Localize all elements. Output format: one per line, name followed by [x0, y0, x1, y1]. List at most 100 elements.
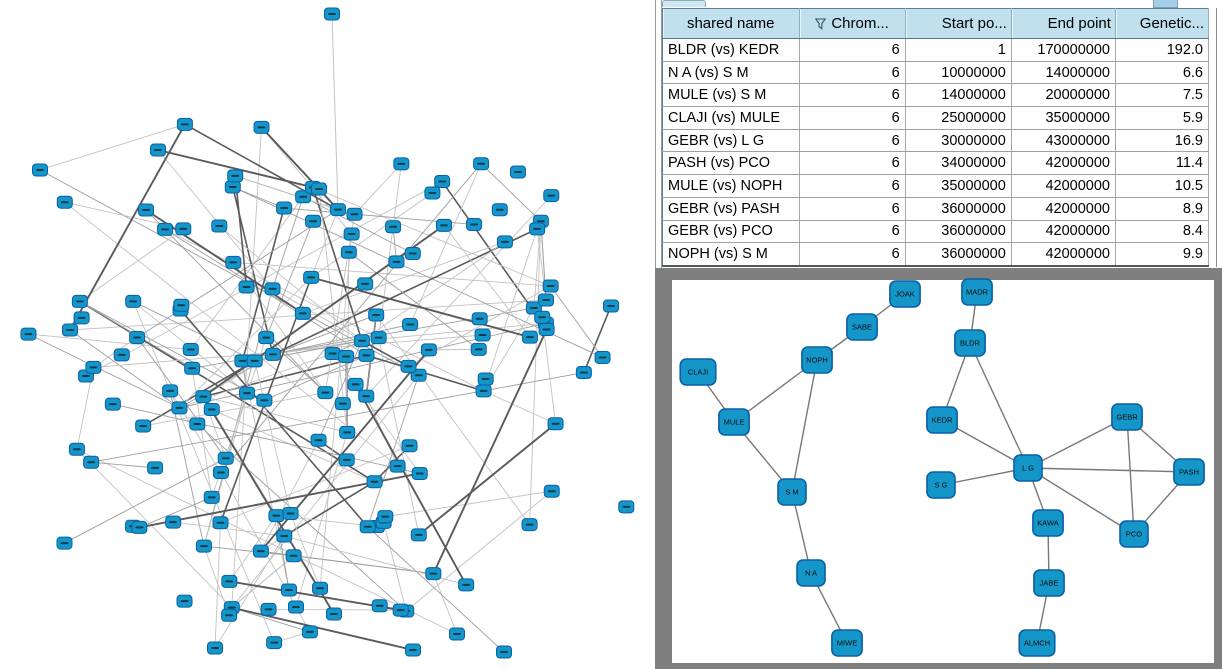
table-row[interactable]: BLDR (vs) KEDR 6 1 170000000 192.0: [662, 38, 1210, 62]
network-node[interactable]: [282, 506, 299, 520]
column-header-start-point[interactable]: Start po...: [905, 8, 1012, 39]
network-node[interactable]: [203, 490, 220, 504]
network-node-pash[interactable]: PASH: [1173, 458, 1205, 486]
network-node[interactable]: [603, 299, 619, 313]
network-node[interactable]: [113, 348, 130, 362]
network-node[interactable]: [542, 279, 559, 293]
network-node[interactable]: [301, 625, 318, 639]
network-node[interactable]: [175, 222, 192, 236]
network-node[interactable]: [371, 599, 388, 613]
network-node[interactable]: [207, 641, 223, 655]
network-node[interactable]: [425, 567, 442, 581]
network-node[interactable]: [256, 393, 273, 407]
network-node-kawa[interactable]: KAWA: [1032, 509, 1064, 537]
network-node[interactable]: [618, 500, 635, 514]
network-node[interactable]: [317, 386, 334, 400]
network-node[interactable]: [400, 359, 417, 373]
network-node[interactable]: [370, 331, 387, 345]
network-node[interactable]: [62, 323, 78, 337]
network-node[interactable]: [162, 384, 179, 398]
network-node[interactable]: [182, 343, 199, 357]
table-row[interactable]: NOPH (vs) S M 6 36000000 42000000 9.9: [662, 242, 1210, 267]
network-node[interactable]: [264, 347, 281, 361]
network-node-joak[interactable]: JOAK: [889, 280, 921, 308]
network-node[interactable]: [125, 294, 142, 308]
network-node[interactable]: [392, 603, 409, 617]
network-node[interactable]: [402, 318, 419, 332]
network-node-bldr[interactable]: BLDR: [954, 329, 986, 357]
network-node[interactable]: [276, 201, 293, 215]
network-node-gebr[interactable]: GEBR: [1111, 403, 1143, 431]
network-node-mule[interactable]: MULE: [718, 408, 750, 436]
network-node[interactable]: [338, 453, 355, 467]
network-node[interactable]: [324, 7, 340, 21]
network-node[interactable]: [543, 484, 560, 498]
network-node[interactable]: [129, 330, 146, 344]
network-node[interactable]: [496, 235, 513, 249]
network-node[interactable]: [477, 372, 494, 386]
network-node[interactable]: [85, 360, 102, 374]
network-node[interactable]: [491, 203, 508, 217]
network-node[interactable]: [211, 219, 228, 233]
network-node[interactable]: [221, 574, 238, 588]
panel-splitter[interactable]: [655, 0, 656, 268]
network-node[interactable]: [280, 583, 297, 597]
network-node[interactable]: [310, 433, 327, 447]
network-node[interactable]: [264, 282, 281, 296]
table-row[interactable]: MULE (vs) S M 6 14000000 20000000 7.5: [662, 83, 1210, 108]
network-node[interactable]: [346, 207, 363, 221]
network-node[interactable]: [510, 165, 526, 179]
network-node[interactable]: [189, 417, 206, 431]
network-node[interactable]: [401, 439, 418, 453]
network-node-s-m[interactable]: S M: [777, 478, 807, 506]
network-node[interactable]: [389, 459, 406, 473]
main-network-canvas[interactable]: [0, 0, 655, 669]
network-node[interactable]: [353, 334, 370, 348]
network-node[interactable]: [131, 520, 148, 534]
network-node[interactable]: [411, 466, 428, 480]
network-node-kedr[interactable]: KEDR: [926, 406, 958, 434]
column-header-genetic[interactable]: Genetic...: [1115, 8, 1210, 39]
network-node[interactable]: [224, 180, 241, 194]
network-node[interactable]: [338, 349, 355, 363]
panel-splitter[interactable]: [661, 0, 662, 268]
network-node[interactable]: [165, 515, 182, 529]
network-node[interactable]: [294, 306, 311, 320]
network-node[interactable]: [537, 293, 554, 307]
network-node[interactable]: [385, 220, 402, 234]
network-node[interactable]: [285, 549, 302, 563]
network-node[interactable]: [56, 536, 73, 550]
network-node[interactable]: [339, 425, 356, 439]
network-node[interactable]: [359, 520, 376, 534]
network-node[interactable]: [343, 227, 360, 241]
network-node-madr[interactable]: MADR: [961, 278, 993, 306]
network-node[interactable]: [434, 175, 451, 189]
network-node[interactable]: [268, 509, 285, 523]
network-node[interactable]: [357, 277, 374, 291]
network-node[interactable]: [171, 401, 188, 415]
network-node[interactable]: [575, 366, 592, 380]
network-node[interactable]: [334, 397, 351, 411]
network-node[interactable]: [358, 348, 375, 362]
subnetwork-canvas[interactable]: JOAK SABE NOPH CLAJI MULE S M N A MIWE MADR BLDR K…: [655, 268, 1222, 669]
network-node[interactable]: [71, 294, 88, 308]
network-node-miwe[interactable]: MIWE: [831, 629, 863, 657]
network-node[interactable]: [312, 581, 329, 595]
column-header-end-point[interactable]: End point: [1011, 8, 1116, 39]
network-node-s-g[interactable]: S G: [926, 471, 956, 499]
network-node[interactable]: [420, 343, 437, 357]
network-node-noph[interactable]: NOPH: [801, 346, 833, 374]
network-node[interactable]: [458, 578, 475, 592]
network-node[interactable]: [203, 402, 220, 416]
network-node[interactable]: [276, 529, 293, 543]
network-node[interactable]: [538, 323, 555, 337]
network-node[interactable]: [473, 157, 490, 171]
network-node[interactable]: [534, 310, 551, 324]
network-node[interactable]: [68, 442, 85, 456]
network-node[interactable]: [329, 203, 346, 217]
network-node[interactable]: [225, 255, 242, 269]
network-node[interactable]: [266, 636, 283, 650]
network-node[interactable]: [410, 528, 427, 542]
network-node[interactable]: [176, 594, 193, 608]
network-node[interactable]: [184, 361, 201, 375]
